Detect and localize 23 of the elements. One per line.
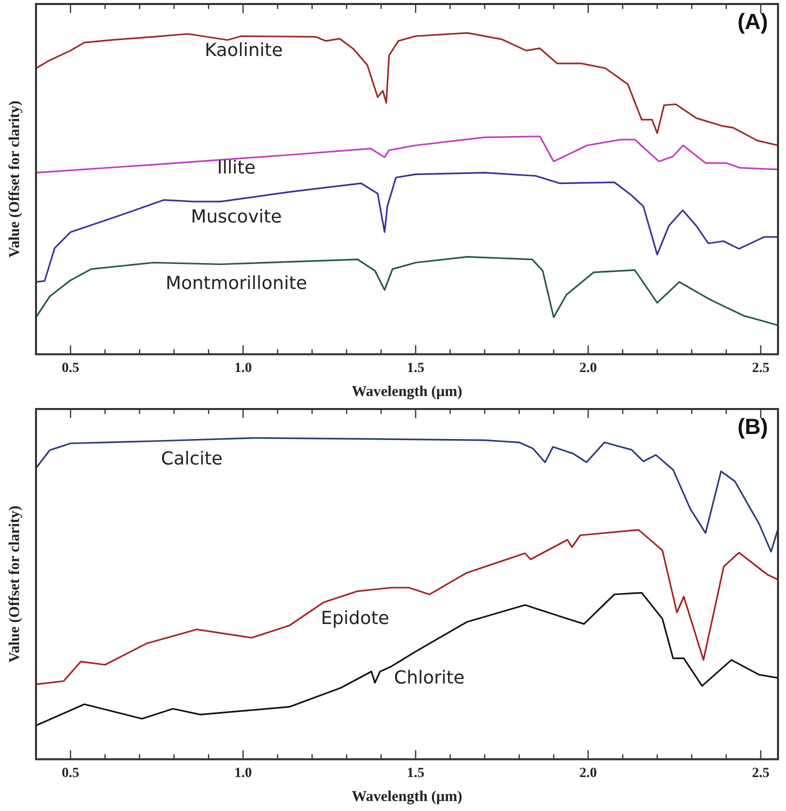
series-label: Calcite [161,448,223,470]
x-axis-title: Wavelength (μm) [352,788,462,805]
x-tick-label: 2.0 [579,766,597,782]
series-label: Montmorillonite [166,272,308,294]
x-tick-label: 2.0 [579,361,597,376]
x-axis-title: Wavelength (μm) [352,384,462,400]
x-tick-label: 0.5 [62,766,80,782]
x-tick-label: 2.5 [752,766,770,782]
x-tick-label: 1.5 [406,766,424,782]
x-tick-label: 0.5 [62,361,80,376]
x-tick-label: 1.0 [234,361,252,376]
x-tick-label: 1.0 [234,766,252,782]
y-axis-title: Value (Offset for clarity) [6,100,23,258]
x-tick-label: 1.5 [406,361,424,376]
series-label: Epidote [320,608,390,629]
x-tick-label: 2.5 [752,361,770,376]
series-label: Chlorite [394,667,465,688]
series-label: Muscovite [190,206,282,228]
chart-title: (B) [737,414,768,440]
series-label: Kaolinite [204,40,283,61]
y-axis-title: Value (Offset for clarity) [6,506,23,663]
chart-title: (A) [737,9,768,34]
series-label: Illite [217,157,256,178]
